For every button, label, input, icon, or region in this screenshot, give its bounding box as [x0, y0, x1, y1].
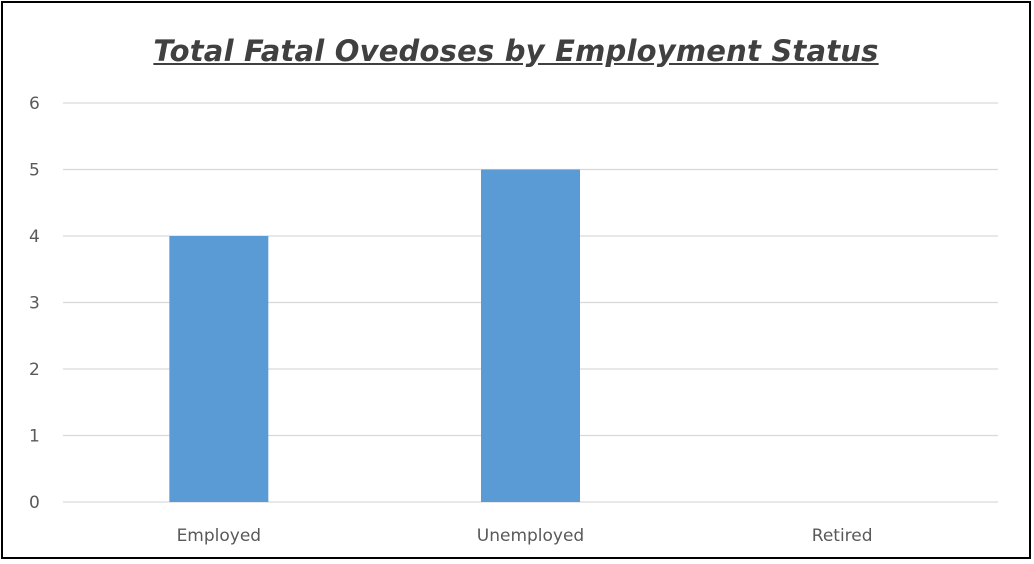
y-tick-label-4: 4	[29, 227, 40, 247]
y-axis-ticks: 0 1 2 3 4 5 6	[29, 94, 40, 513]
x-category-label-unemployed: Unemployed	[477, 526, 584, 546]
y-tick-label-5: 5	[29, 161, 40, 181]
bar-employed	[169, 236, 269, 502]
x-category-label-retired: Retired	[812, 526, 873, 546]
x-axis-labels: Employed Unemployed Retired	[177, 526, 873, 546]
chart-title: Total Fatal Ovedoses by Employment Statu…	[153, 34, 879, 68]
x-category-label-employed: Employed	[177, 526, 262, 546]
bars	[169, 169, 580, 502]
y-tick-label-0: 0	[29, 493, 40, 513]
bar-unemployed	[481, 169, 580, 502]
y-tick-label-6: 6	[29, 94, 40, 114]
y-tick-label-2: 2	[29, 360, 40, 380]
y-tick-label-1: 1	[29, 427, 40, 447]
y-tick-label-3: 3	[29, 294, 40, 314]
bar-chart-plot: 0 1 2 3 4 5 6 Employed Unemployed Retired	[29, 94, 998, 546]
